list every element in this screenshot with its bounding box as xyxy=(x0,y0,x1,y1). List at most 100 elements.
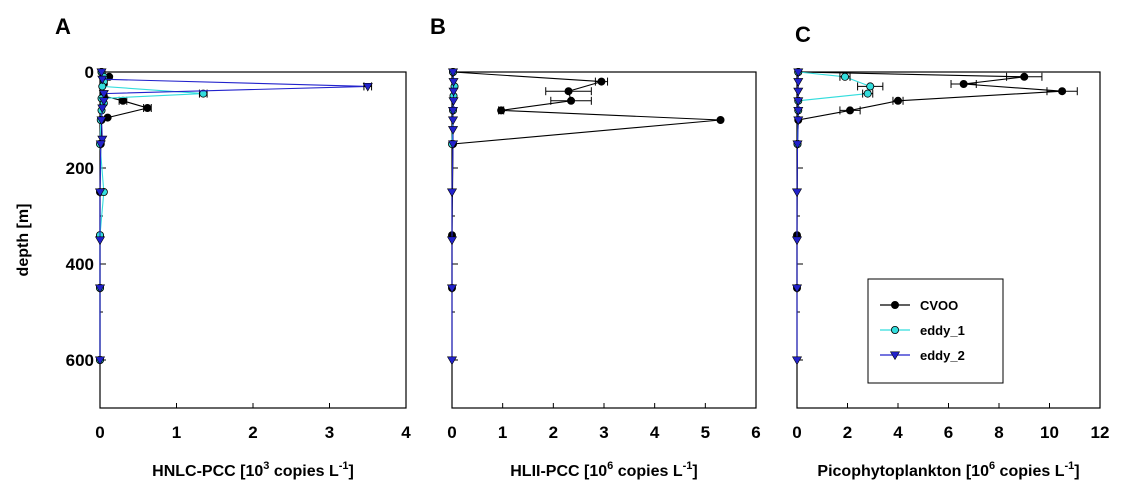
x-tick-label: 4 xyxy=(401,423,411,442)
data-point xyxy=(793,68,804,78)
x-axis-title-superscript: -1 xyxy=(683,460,693,472)
x-axis-title: HNLC-PCC [103 copies L-1] xyxy=(152,460,354,480)
data-point xyxy=(118,96,127,105)
legend-box xyxy=(867,278,1004,384)
data-point xyxy=(793,78,804,87)
x-tick-label: 6 xyxy=(751,423,760,442)
data-point xyxy=(94,188,106,198)
y-tick-label: 0 xyxy=(85,63,94,82)
data-point xyxy=(959,80,968,89)
y-axis-title: depth [m] xyxy=(15,204,32,277)
data-point xyxy=(97,135,108,145)
x-axis-title-part: Picophytoplankton [10 xyxy=(817,463,989,480)
x-tick-label: 6 xyxy=(944,423,953,442)
panel-letter: C xyxy=(795,22,811,47)
data-point xyxy=(846,106,855,115)
x-axis-title-superscript: 6 xyxy=(989,460,995,472)
x-tick-label: 5 xyxy=(701,423,710,442)
series-CVOO xyxy=(447,68,725,292)
x-tick-label: 2 xyxy=(549,423,558,442)
x-axis-title-part: ] xyxy=(1074,463,1079,480)
legend-marker xyxy=(891,300,900,309)
data-point xyxy=(447,116,459,126)
x-axis-title: Picophytoplankton [106 copies L-1] xyxy=(817,460,1079,480)
x-axis-title-superscript: 3 xyxy=(263,460,269,472)
legend-label: CVOO xyxy=(920,298,958,313)
series-eddy-2 xyxy=(446,68,459,366)
data-point xyxy=(448,97,459,106)
data-point xyxy=(791,236,803,246)
x-axis-title-part: ] xyxy=(692,463,697,480)
x-tick-label: 0 xyxy=(447,423,456,442)
data-point xyxy=(94,236,106,246)
x-axis-title-part: HLII-PCC [10 xyxy=(510,463,607,480)
data-point xyxy=(446,188,458,198)
data-point xyxy=(567,96,576,105)
series-line xyxy=(99,71,368,360)
x-axis-title-part: copies L xyxy=(995,463,1065,480)
data-point xyxy=(446,356,458,366)
x-tick-label: 8 xyxy=(994,423,1003,442)
data-point xyxy=(564,87,573,96)
data-point xyxy=(497,106,506,115)
data-point xyxy=(791,356,803,366)
x-tick-label: 3 xyxy=(325,423,334,442)
data-point xyxy=(94,356,106,366)
data-point xyxy=(840,72,849,81)
data-point xyxy=(97,104,108,114)
data-point xyxy=(97,75,108,85)
data-point xyxy=(894,96,903,105)
x-axis-title-part: copies L xyxy=(269,463,339,480)
data-point xyxy=(866,82,875,91)
legend-marker xyxy=(891,325,900,334)
x-axis-title-superscript: 6 xyxy=(607,460,613,472)
x-tick-label: 0 xyxy=(95,423,104,442)
y-tick-label: 200 xyxy=(66,159,94,178)
x-tick-label: 4 xyxy=(650,423,660,442)
x-axis-title-superscript: -1 xyxy=(339,460,349,472)
data-point xyxy=(446,236,458,246)
data-point xyxy=(863,89,872,98)
x-tick-label: 4 xyxy=(893,423,903,442)
data-point xyxy=(1020,72,1029,81)
legend-label: eddy_2 xyxy=(920,348,965,363)
x-tick-label: 12 xyxy=(1091,423,1110,442)
data-point xyxy=(98,90,109,99)
data-point xyxy=(448,78,459,87)
data-point xyxy=(447,106,459,116)
panel-letter: B xyxy=(430,14,446,39)
data-point xyxy=(791,284,803,294)
data-point xyxy=(446,284,458,294)
panel-letter: A xyxy=(55,14,71,39)
series-eddy-2 xyxy=(791,68,804,366)
data-point xyxy=(447,68,459,78)
x-axis-title: HLII-PCC [106 copies L-1] xyxy=(510,460,698,480)
legend-marker xyxy=(889,351,901,361)
series-line xyxy=(796,71,1063,288)
data-point xyxy=(98,97,109,106)
legend-label: eddy_1 xyxy=(920,323,965,338)
x-axis-title-part: copies L xyxy=(613,463,683,480)
series-eddy-1 xyxy=(793,68,884,148)
data-point xyxy=(96,68,107,78)
series-eddy-2 xyxy=(94,68,373,366)
data-point xyxy=(792,140,803,150)
data-point xyxy=(793,97,804,106)
x-tick-label: 1 xyxy=(498,423,507,442)
data-point xyxy=(793,87,804,97)
data-point xyxy=(94,284,106,294)
legend: CVOO eddy_1 eddy_2 xyxy=(867,278,1004,384)
x-axis-title-part: ] xyxy=(349,463,354,480)
data-point xyxy=(716,116,725,125)
data-point xyxy=(95,140,106,150)
y-tick-label: 400 xyxy=(66,255,94,274)
x-axis-title-part: HNLC-PCC [10 xyxy=(152,463,263,480)
x-tick-label: 0 xyxy=(792,423,801,442)
data-point xyxy=(143,104,152,113)
x-tick-label: 10 xyxy=(1040,423,1059,442)
x-tick-label: 2 xyxy=(843,423,852,442)
series-eddy-1 xyxy=(96,68,208,364)
